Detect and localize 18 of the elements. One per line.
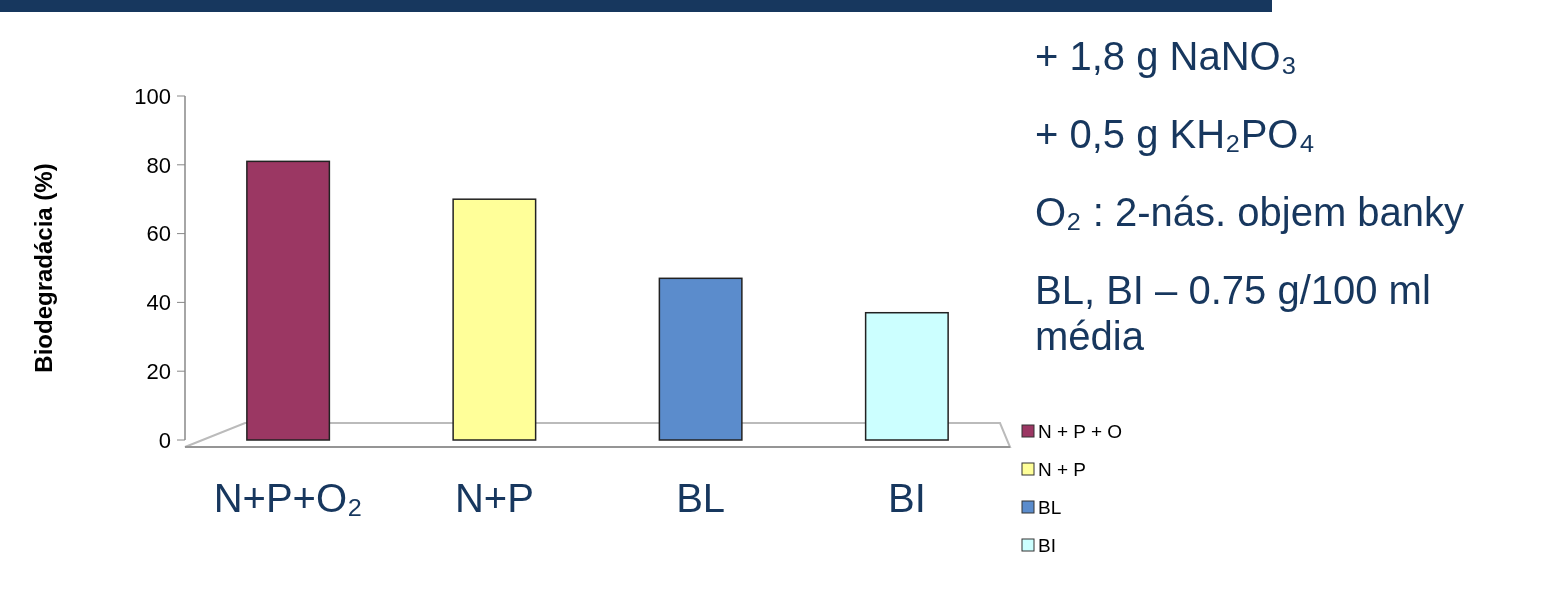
text: + 1,8 g NaNO₃ [1035, 34, 1297, 78]
text: BL, BI – 0.75 g/100 ml média [1035, 268, 1431, 358]
y-tick-label: 100 [134, 83, 171, 109]
legend-label: N + P + O [1038, 420, 1123, 442]
legend-label: N + P [1038, 458, 1087, 480]
y-tick-label: 60 [146, 221, 171, 247]
x-tick-label: N+P+O₂ [213, 476, 363, 520]
y-tick-label: 0 [158, 427, 171, 453]
text: + 0,5 g KH₂PO₄ [1035, 112, 1315, 156]
x-tick-label: BI [887, 476, 926, 520]
y-tick-label: 80 [146, 152, 171, 178]
y-tick-label: 20 [146, 358, 171, 384]
y-axis-title: Biodegradácia (%) [30, 163, 57, 373]
legend-label: BI [1038, 534, 1056, 556]
x-tick-label: BL [676, 476, 726, 520]
y-tick-label: 40 [146, 290, 171, 316]
text: O₂ : 2-nás. objem banky [1035, 190, 1465, 234]
x-tick-label: N+P [454, 476, 534, 520]
